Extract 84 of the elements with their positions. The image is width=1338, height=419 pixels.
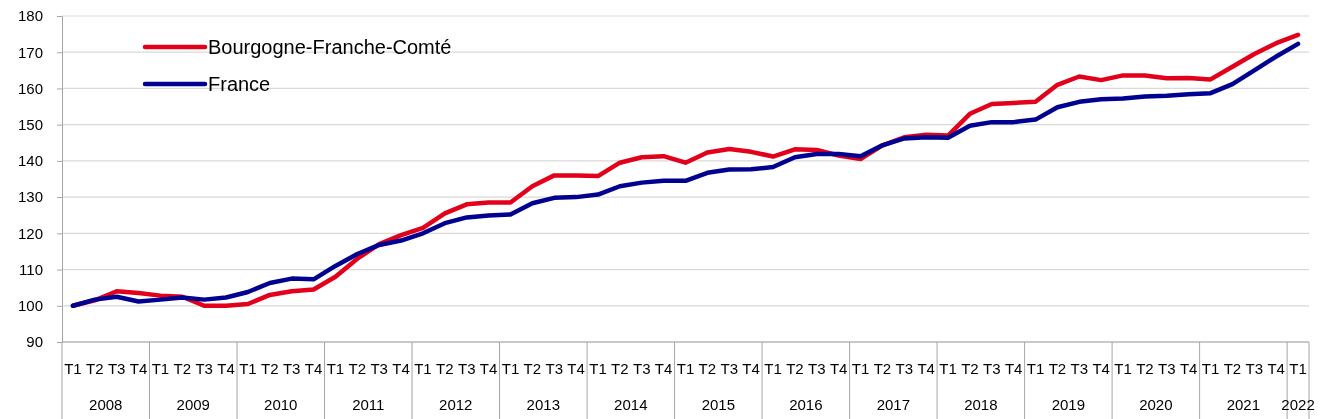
x-tick-label: T1: [326, 360, 345, 377]
x-tick-label: T1: [1114, 360, 1132, 377]
x-tick-label: T1: [1026, 360, 1045, 377]
x-tick-label: T3: [632, 360, 651, 377]
legend-label: France: [208, 73, 271, 95]
x-tick-label: T4: [1267, 360, 1285, 377]
x-tick-label: T2: [1223, 360, 1242, 377]
x-tick-label: T2: [786, 360, 804, 377]
x-tick-label: T2: [611, 360, 629, 377]
x-tick-label: T1: [501, 360, 520, 377]
x-tick-label: T2: [86, 360, 104, 377]
legend-label: Bourgogne-Franche-Comté: [208, 36, 452, 58]
y-tick-label: 150: [17, 115, 43, 133]
x-tick-label: T3: [720, 360, 739, 377]
x-tick-label: T4: [567, 360, 585, 377]
x-tick-label: T1: [939, 360, 957, 377]
x-tick-label: T1: [64, 360, 82, 377]
text: 2019: [1051, 396, 1086, 413]
y-tick-label: 100: [17, 297, 43, 315]
text: 2017: [876, 396, 911, 413]
x-tick-label: T3: [457, 360, 476, 377]
y-tick-label: 170: [17, 43, 43, 61]
x-tick-label: T1: [676, 360, 695, 377]
y-tick-label: 140: [17, 152, 43, 170]
y-tick-label: 90: [26, 333, 43, 351]
x-tick-label: T2: [436, 360, 454, 377]
text: 2021: [1226, 396, 1261, 413]
x-tick-label: T3: [195, 360, 213, 377]
x-tick-label: T3: [983, 360, 1001, 377]
x-tick-label: T4: [392, 360, 410, 377]
text: 2010: [264, 396, 298, 413]
x-tick-label: T2: [1048, 360, 1067, 377]
x-tick-label: T2: [261, 360, 279, 377]
x-tick-label: T2: [348, 360, 367, 377]
x-tick-label: T1: [1201, 360, 1220, 377]
x-tick-label: T2: [1136, 360, 1154, 377]
x-tick-label: T3: [895, 360, 914, 377]
x-tick-label: T4: [829, 360, 848, 377]
x-tick-label: T2: [173, 360, 192, 377]
y-tick-label: 160: [17, 79, 43, 97]
x-tick-label: T2: [523, 360, 542, 377]
x-tick-label: T3: [545, 360, 563, 377]
y-tick-label: 130: [17, 188, 43, 206]
x-tick-label: T4: [654, 360, 673, 377]
x-tick-label: T4: [304, 360, 323, 377]
x-tick-label: T1: [589, 360, 607, 377]
x-tick-label: T3: [107, 360, 126, 377]
x-tick-label: T1: [239, 360, 257, 377]
x-tick-label: T3: [282, 360, 301, 377]
x-tick-label: T1: [1289, 360, 1307, 377]
x-tick-label: T2: [873, 360, 892, 377]
x-tick-label: T1: [851, 360, 870, 377]
y-tick-label: 180: [17, 7, 43, 25]
y-tick-label: 110: [19, 260, 43, 278]
x-tick-label: T1: [764, 360, 782, 377]
x-tick-label: T1: [151, 360, 170, 377]
x-tick-label: T4: [1092, 360, 1110, 377]
text: 2013: [526, 396, 560, 413]
text: 2016: [789, 396, 823, 413]
x-tick-label: T3: [1245, 360, 1264, 377]
text: 2020: [1139, 396, 1173, 413]
x-tick-label: T1: [414, 360, 432, 377]
y-tick-label: 120: [17, 224, 43, 242]
x-tick-label: T2: [698, 360, 717, 377]
x-tick-label: T4: [1179, 360, 1198, 377]
x-tick-label: T4: [1004, 360, 1023, 377]
x-tick-label: T2: [961, 360, 979, 377]
text: 2015: [701, 396, 735, 413]
text: 2022: [1281, 396, 1315, 413]
text: 2012: [439, 396, 473, 413]
text: 2011: [352, 396, 385, 413]
text: 2018: [964, 396, 998, 413]
x-tick-label: T3: [370, 360, 388, 377]
x-tick-label: T4: [129, 360, 148, 377]
x-tick-label: T4: [742, 360, 760, 377]
x-tick-label: T3: [1070, 360, 1089, 377]
x-tick-label: T4: [917, 360, 935, 377]
x-tick-label: T3: [808, 360, 826, 377]
x-tick-label: T4: [479, 360, 498, 377]
x-tick-label: T3: [1158, 360, 1176, 377]
text: 2014: [614, 396, 648, 413]
text: 2009: [176, 396, 210, 413]
x-tick-label: T4: [217, 360, 235, 377]
text: 2008: [89, 396, 123, 413]
